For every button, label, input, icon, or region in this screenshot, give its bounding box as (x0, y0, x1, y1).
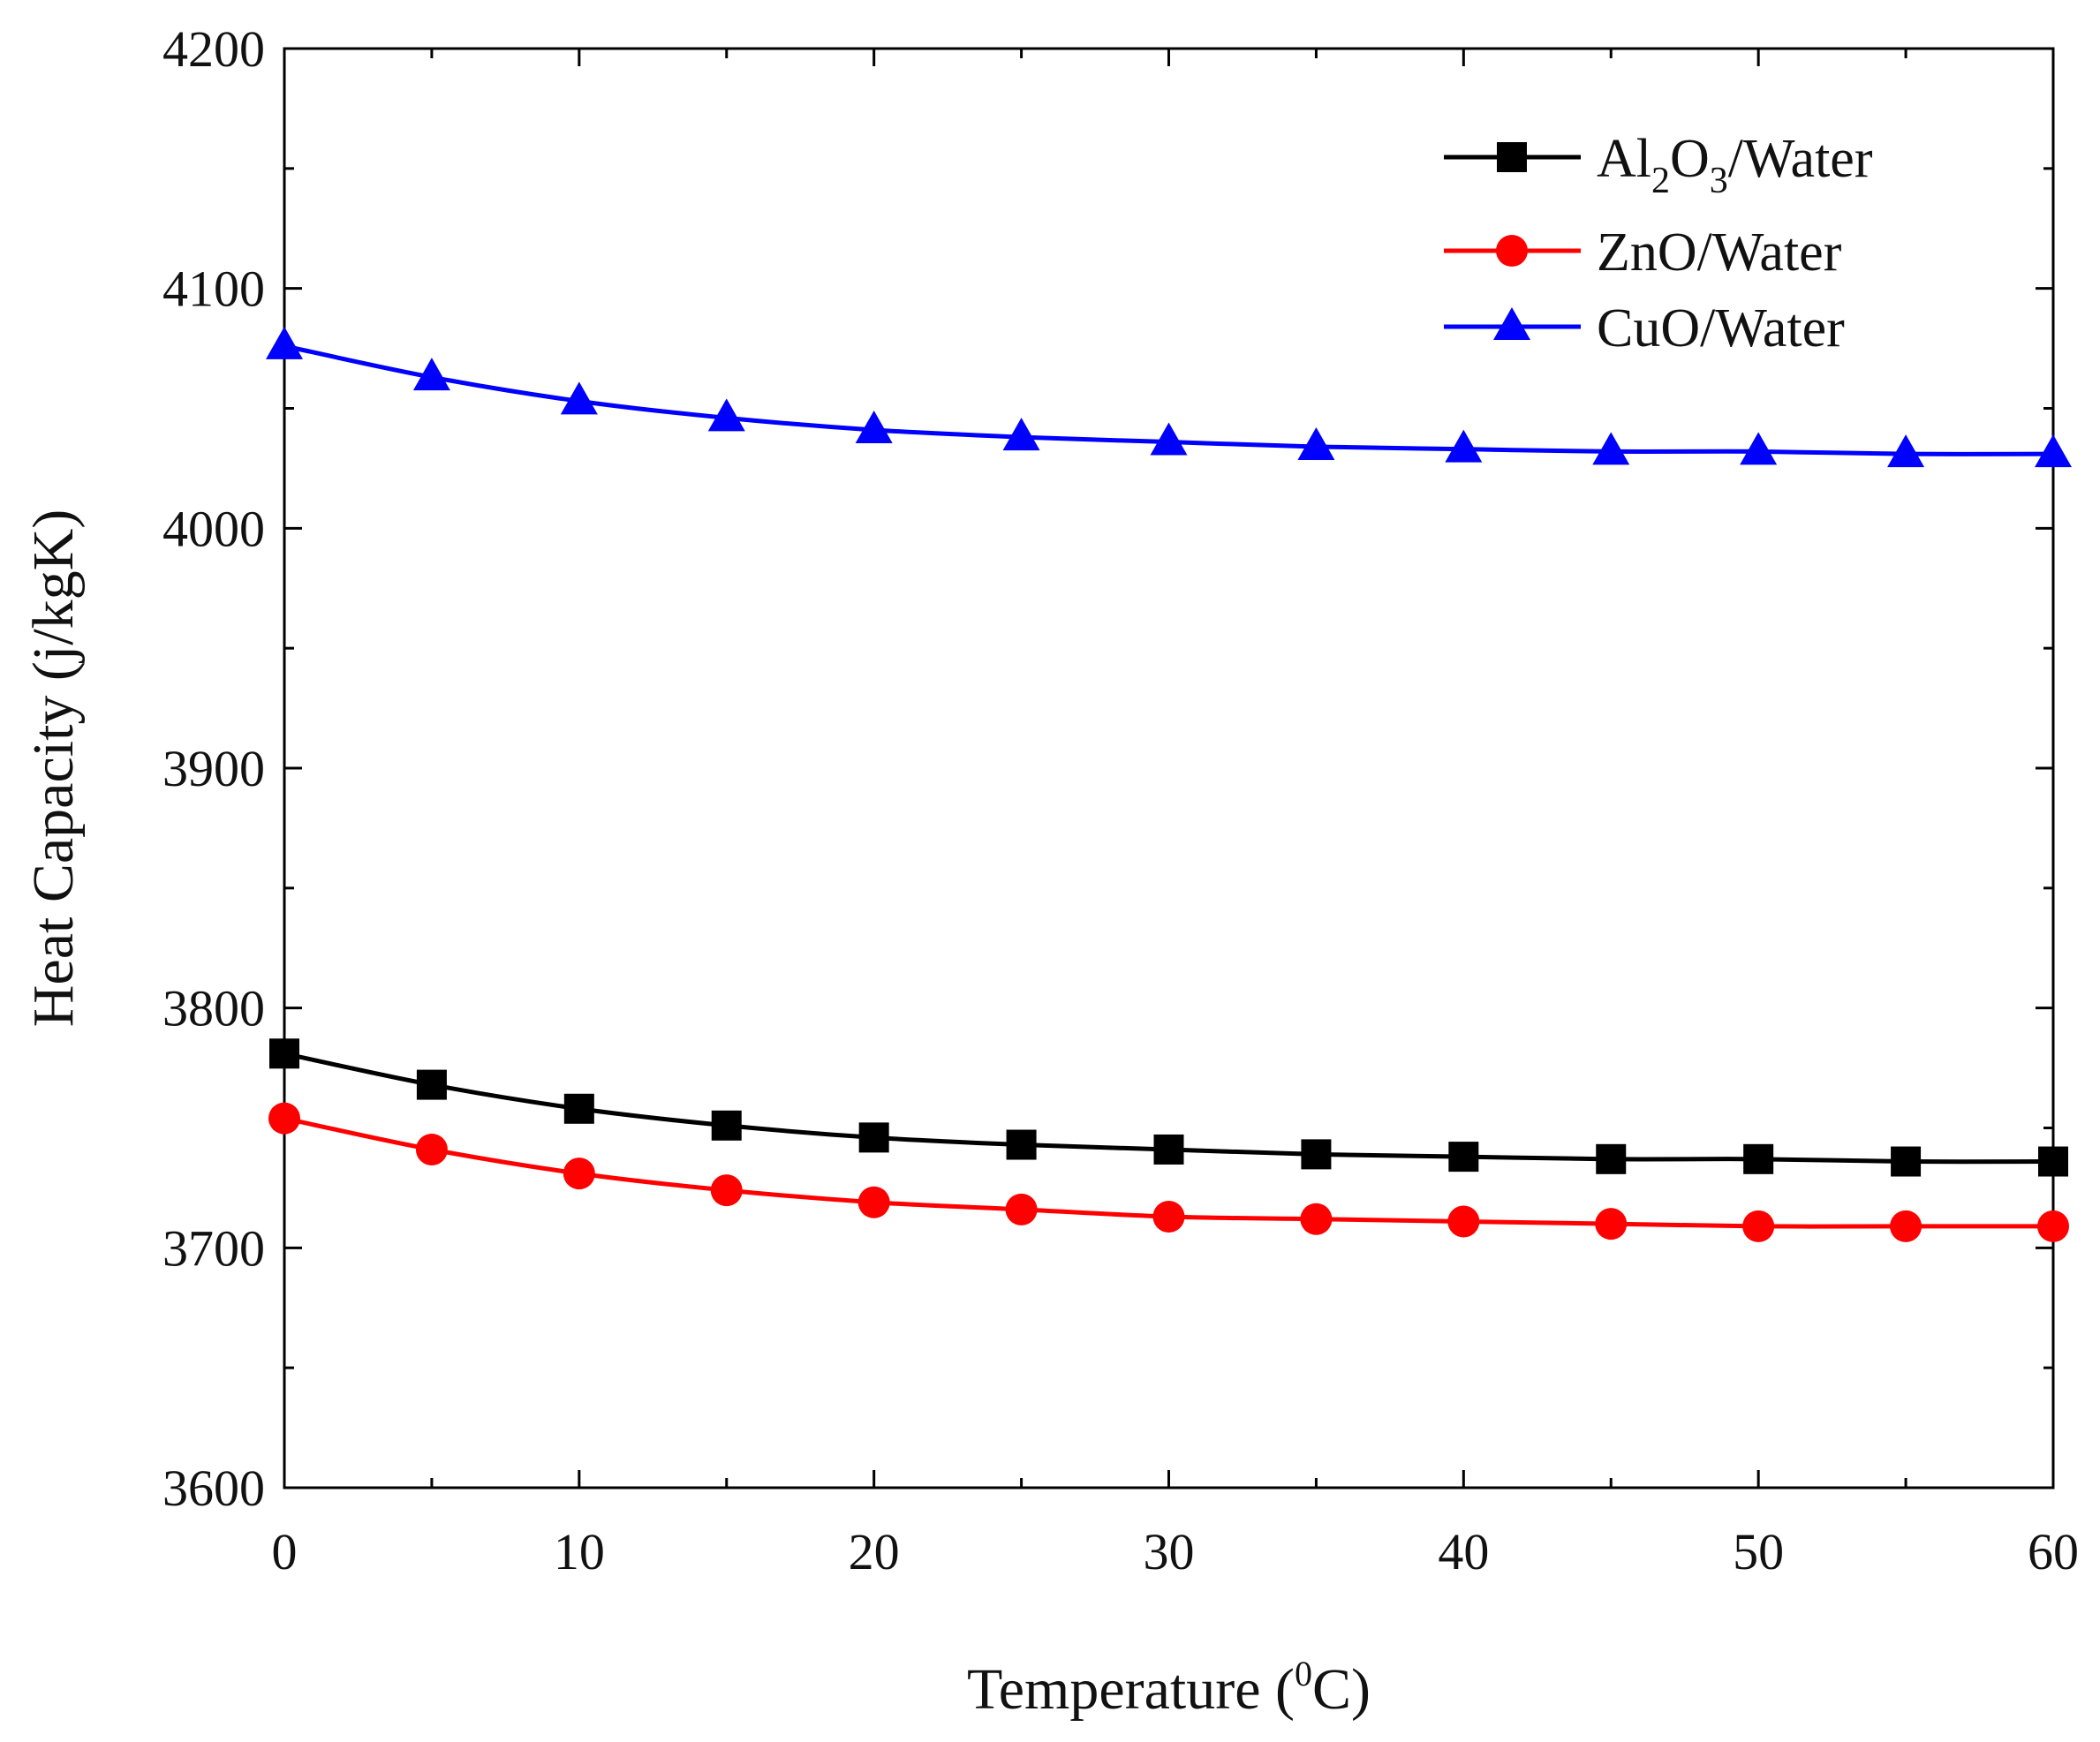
data-point (1887, 434, 1925, 468)
legend-item: Al2O3/Water (1444, 129, 1873, 201)
x-tick-label: 60 (2028, 1523, 2079, 1580)
series-square (269, 1038, 2068, 1177)
series-circle (268, 1102, 2069, 1242)
data-point (1742, 1210, 1775, 1242)
data-point (1891, 1146, 1922, 1177)
series-layer (266, 326, 2072, 1242)
y-tick-label: 3600 (162, 1459, 265, 1517)
data-point (1297, 426, 1335, 460)
data-point (2035, 434, 2072, 468)
x-tick-label: 40 (1438, 1523, 1489, 1580)
data-point (1595, 1208, 1628, 1241)
y-tick-label: 4200 (162, 20, 265, 78)
x-axis-title: Temperature (0C) (967, 1654, 1371, 1722)
x-axis-title-superscript: 0 (1295, 1654, 1312, 1693)
data-point (1890, 1210, 1922, 1242)
data-point (1301, 1139, 1332, 1170)
data-point (1153, 1134, 1184, 1165)
data-point (1002, 418, 1040, 451)
legend-label-text: O (1670, 129, 1710, 189)
x-axis-title-suffix: C) (1312, 1657, 1371, 1722)
data-point (269, 1038, 299, 1069)
y-tick-label: 4000 (162, 500, 265, 557)
y-tick-label: 3700 (162, 1219, 265, 1277)
data-point (1740, 432, 1778, 465)
data-point (857, 1186, 890, 1218)
legend-label-subscript: 3 (1710, 161, 1728, 201)
x-tick-label: 20 (849, 1523, 900, 1580)
legend-label-text: CuO/Water (1597, 298, 1845, 358)
data-point (415, 1133, 448, 1165)
data-point (1005, 1193, 1038, 1225)
legend-label: ZnO/Water (1597, 222, 1842, 283)
legend-label: Al2O3/Water (1597, 129, 1873, 201)
data-point (1743, 1143, 1774, 1174)
legend-label-text: ZnO/Water (1597, 222, 1842, 283)
legend-marker (1496, 235, 1528, 267)
x-tick-label: 30 (1144, 1523, 1195, 1580)
legend-label-text: /Water (1728, 129, 1873, 189)
y-tick-label: 4100 (162, 260, 265, 318)
data-point (710, 1174, 743, 1207)
axes: 0 10 20 30 40 50 60360037003800390040004100420… (21, 20, 2079, 1722)
data-point (1447, 1205, 1480, 1238)
y-tick-label: 3800 (162, 980, 265, 1037)
data-point (268, 1102, 300, 1135)
x-tick-label: 50 (1733, 1523, 1784, 1580)
data-point (1150, 422, 1188, 456)
data-point (416, 1069, 447, 1100)
data-point (563, 1158, 595, 1190)
data-point (2037, 1210, 2069, 1242)
data-point (412, 358, 450, 391)
data-point (1596, 1143, 1627, 1174)
data-point (1448, 1142, 1479, 1173)
x-tick-label: 0 (272, 1523, 298, 1580)
legend-marker (1493, 307, 1530, 340)
data-point (711, 1110, 742, 1141)
data-point (707, 398, 745, 432)
x-tick-label: 10 (554, 1523, 605, 1580)
legend-label-text: Al (1597, 129, 1651, 189)
legend-marker (1497, 142, 1527, 172)
data-point (1152, 1201, 1185, 1233)
data-point (560, 381, 598, 415)
data-point (1006, 1129, 1037, 1160)
data-point (1445, 429, 1483, 463)
legend-item: ZnO/Water (1444, 222, 1842, 283)
data-point (2038, 1146, 2068, 1177)
legend-label-subscript: 2 (1651, 161, 1670, 201)
data-point (1300, 1203, 1333, 1235)
legend: Al2O3/Water ZnO/Water CuO/Water (1444, 129, 1873, 358)
data-point (858, 1122, 889, 1153)
legend-label: CuO/Water (1597, 298, 1845, 358)
data-point (266, 326, 303, 359)
y-tick-label: 3900 (162, 740, 265, 797)
y-axis-title: Heat Capacity (j/kgK) (21, 509, 86, 1027)
x-axis-title-main: Temperature ( (967, 1657, 1295, 1722)
legend-item: CuO/Water (1444, 298, 1845, 358)
data-point (563, 1093, 594, 1124)
data-point (855, 410, 893, 443)
series-triangle (266, 326, 2072, 468)
data-point (1592, 432, 1630, 465)
